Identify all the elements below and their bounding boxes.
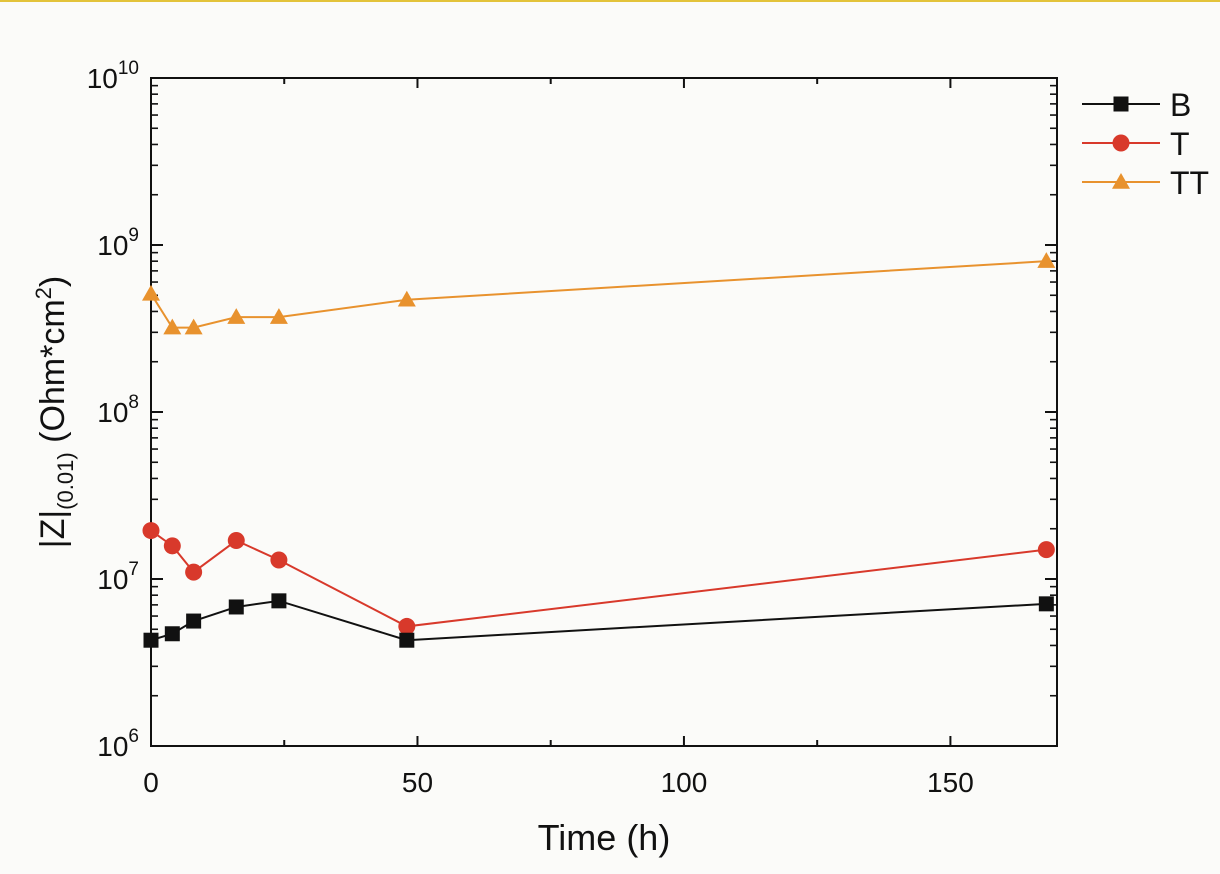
x-tick-label: 100 <box>661 767 708 798</box>
series-line-tt <box>150 260 1047 329</box>
data-point-b <box>228 599 244 615</box>
data-point-t <box>185 563 203 581</box>
legend-marker <box>1112 134 1130 152</box>
y-tick-label-exponent: 6 <box>128 726 139 747</box>
data-point-b <box>1038 596 1054 612</box>
y-axis-label-close: ) <box>34 276 72 287</box>
y-axis-label-superscript: 2 <box>31 287 56 299</box>
plot-frame <box>150 77 1058 747</box>
series-b <box>143 593 1054 648</box>
data-point-tt <box>184 318 203 335</box>
legend-item-t: T <box>1082 126 1190 162</box>
y-tick-label-base: 10 <box>97 564 128 595</box>
y-axis-label-unit: (Ohm*cm <box>34 299 72 452</box>
data-point-t <box>1037 541 1055 559</box>
top-rule <box>0 0 1220 2</box>
data-point-tt <box>142 284 160 301</box>
x-tick-label: 150 <box>927 767 974 798</box>
minor-ticks <box>151 78 1057 746</box>
legend-item-tt: TT <box>1082 165 1209 201</box>
series-tt <box>142 252 1056 335</box>
tick-marks <box>150 77 1057 747</box>
data-point-b <box>143 632 159 648</box>
legend-label: T <box>1170 126 1190 162</box>
y-tick-label-exponent: 7 <box>128 559 139 580</box>
y-tick-label-base: 10 <box>97 731 128 762</box>
y-axis-label-subscript: (0.01) <box>53 452 78 509</box>
y-tick-label: 106 <box>97 726 139 762</box>
legend-label: TT <box>1170 165 1209 201</box>
y-axis-label: |Z|(0.01) (Ohm*cm2) <box>31 276 78 549</box>
data-point-b <box>164 626 180 642</box>
data-point-tt <box>163 318 182 335</box>
data-point-tt <box>1037 252 1056 268</box>
x-axis-label: Time (h) <box>538 817 671 858</box>
data-point-t <box>398 617 416 635</box>
y-tick-label-exponent: 10 <box>118 58 139 79</box>
y-axis-label-base: |Z| <box>34 510 72 548</box>
y-tick-label: 1010 <box>87 58 139 94</box>
x-tick-label: 50 <box>402 767 433 798</box>
data-point-t <box>163 537 181 555</box>
data-point-b <box>399 632 415 648</box>
y-tick-label-exponent: 9 <box>128 225 139 246</box>
legend-marker <box>1113 96 1129 112</box>
axes <box>150 77 1058 747</box>
data-point-t <box>270 551 288 569</box>
y-tick-label-base: 10 <box>97 397 128 428</box>
y-tick-label-exponent: 8 <box>128 392 139 413</box>
data-point-tt <box>269 308 288 324</box>
legend-item-b: B <box>1082 87 1191 123</box>
x-tick-labels: 0 50 100 150 <box>143 767 974 798</box>
series-t <box>142 522 1055 635</box>
y-tick-label: 107 <box>97 559 139 595</box>
data-point-b <box>271 593 287 609</box>
data-point-t <box>142 522 160 540</box>
data-point-tt <box>227 308 246 324</box>
data-point-tt <box>397 290 416 307</box>
series <box>142 252 1056 648</box>
x-tick-label: 0 <box>143 767 159 798</box>
y-tick-label: 109 <box>97 225 139 261</box>
legend-label: B <box>1170 87 1191 123</box>
y-tick-label-base: 10 <box>87 63 118 94</box>
y-tick-label-base: 10 <box>97 230 128 261</box>
data-point-t <box>227 532 245 550</box>
legend-marker <box>1112 173 1130 189</box>
data-point-b <box>186 613 202 629</box>
y-tick-label: 108 <box>97 392 139 428</box>
